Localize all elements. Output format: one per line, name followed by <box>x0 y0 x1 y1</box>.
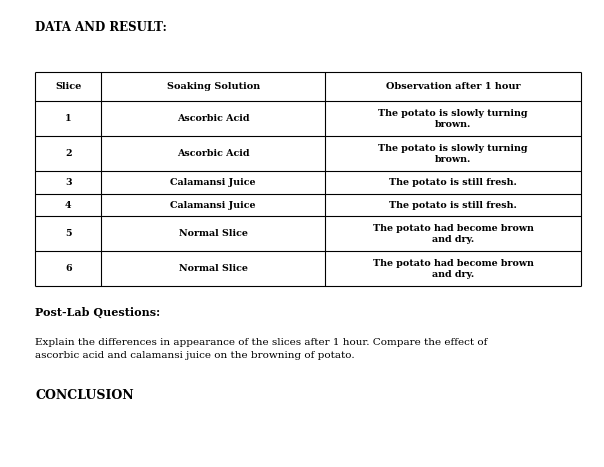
Text: Slice: Slice <box>55 82 82 92</box>
Text: 4: 4 <box>65 200 71 210</box>
Text: The potato is still fresh.: The potato is still fresh. <box>389 200 517 210</box>
Text: Post-Lab Questions:: Post-Lab Questions: <box>35 307 160 318</box>
Text: 2: 2 <box>65 149 71 158</box>
Text: Ascorbic Acid: Ascorbic Acid <box>177 114 249 123</box>
Text: The potato had become brown
and dry.: The potato had become brown and dry. <box>373 259 533 279</box>
Text: Observation after 1 hour: Observation after 1 hour <box>386 82 520 92</box>
Text: Ascorbic Acid: Ascorbic Acid <box>177 149 249 158</box>
Text: Normal Slice: Normal Slice <box>179 229 248 238</box>
Text: The potato is slowly turning
brown.: The potato is slowly turning brown. <box>378 144 528 164</box>
Text: Calamansi Juice: Calamansi Juice <box>170 178 256 187</box>
Text: DATA AND RESULT:: DATA AND RESULT: <box>35 21 167 34</box>
Text: 6: 6 <box>65 264 71 273</box>
Text: 1: 1 <box>65 114 71 123</box>
Text: Explain the differences in appearance of the slices after 1 hour. Compare the ef: Explain the differences in appearance of… <box>35 338 487 360</box>
Text: 5: 5 <box>65 229 71 238</box>
Text: The potato had become brown
and dry.: The potato had become brown and dry. <box>373 224 533 244</box>
Text: The potato is still fresh.: The potato is still fresh. <box>389 178 517 187</box>
Text: Calamansi Juice: Calamansi Juice <box>170 200 256 210</box>
Text: 3: 3 <box>65 178 71 187</box>
Text: Soaking Solution: Soaking Solution <box>167 82 260 92</box>
Text: The potato is slowly turning
brown.: The potato is slowly turning brown. <box>378 109 528 129</box>
Text: Normal Slice: Normal Slice <box>179 264 248 273</box>
Text: CONCLUSION: CONCLUSION <box>35 389 133 402</box>
